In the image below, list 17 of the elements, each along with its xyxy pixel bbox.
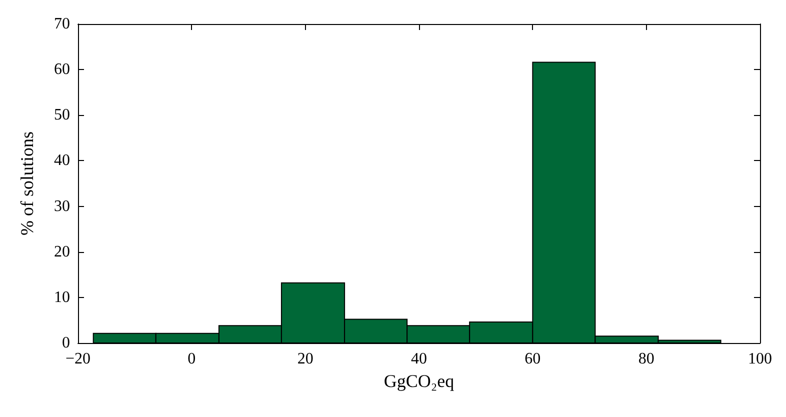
y-tick-label: 70 — [54, 16, 70, 32]
x-tick-label: 100 — [748, 350, 772, 368]
x-tick-label: 20 — [297, 350, 314, 368]
y-tick-label: 10 — [54, 288, 70, 306]
y-tick-label: 0 — [62, 334, 70, 352]
x-tick-label: 40 — [411, 350, 427, 368]
x-tick-label: −20 — [65, 350, 91, 368]
x-tick-label: 0 — [188, 350, 196, 368]
x-tick-label: 60 — [524, 350, 541, 368]
y-tick-label: 30 — [54, 198, 70, 215]
y-axis-title: % of solutions — [17, 131, 37, 236]
x-tick-label: 80 — [638, 350, 654, 368]
x-axis-title: GgCO₂eq — [384, 370, 454, 391]
y-tick-label: 60 — [54, 61, 70, 78]
y-tick-label: 40 — [54, 152, 70, 170]
y-tick-label: 50 — [54, 106, 70, 124]
y-tick-label: 20 — [54, 243, 70, 260]
